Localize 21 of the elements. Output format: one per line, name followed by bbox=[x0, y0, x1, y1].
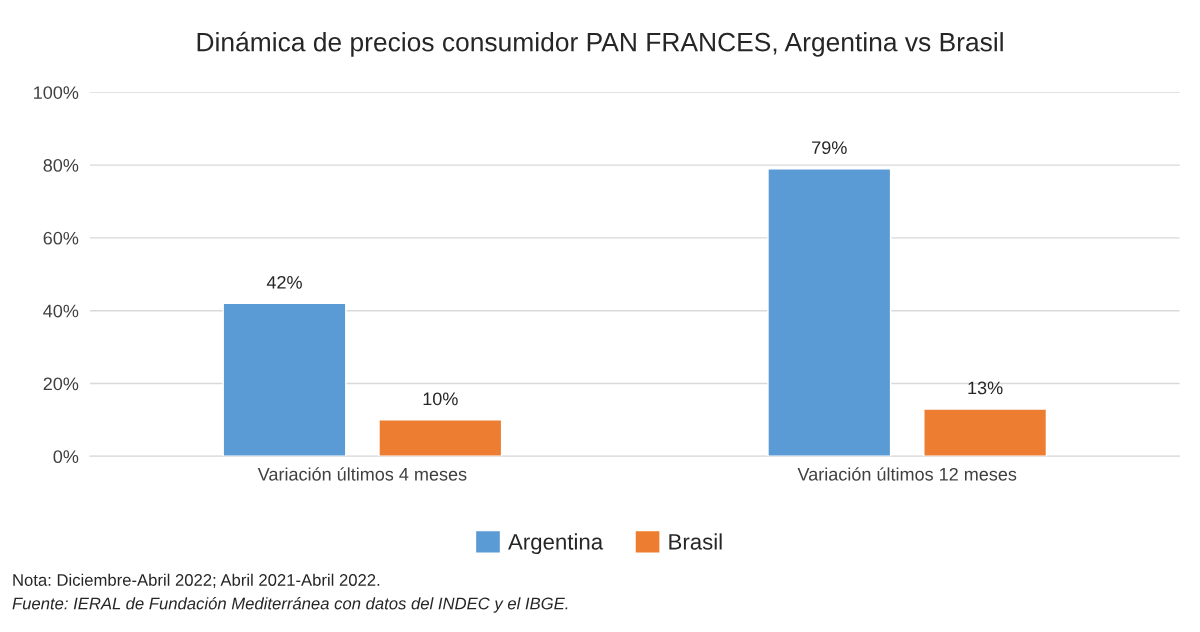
legend-label: Brasil bbox=[669, 533, 722, 550]
source-note: Fuente: IERAL de Fundación Mediterránea con datos del INDEC y el IBGE. bbox=[12, 596, 568, 613]
bar bbox=[923, 408, 1048, 457]
bar bbox=[222, 302, 347, 457]
legend-label: Argentina bbox=[508, 533, 604, 555]
y-tick-label: 60% bbox=[43, 231, 79, 245]
y-tick-label: 20% bbox=[43, 377, 79, 391]
data-label: 13% bbox=[968, 381, 1003, 395]
x-tick-label: Variación últimos 12 meses bbox=[797, 467, 1017, 481]
data-label: 42% bbox=[266, 275, 302, 289]
bar bbox=[767, 168, 892, 457]
y-tick-label: 100% bbox=[34, 86, 79, 99]
data-label: 79% bbox=[812, 141, 847, 155]
bar bbox=[378, 419, 503, 457]
y-tick-label: 40% bbox=[43, 304, 79, 318]
chart-title: Dinámica de precios consumidor PAN FRANCES, Argentina vs Brasil bbox=[197, 31, 1003, 57]
y-tick-label: 80% bbox=[43, 159, 79, 172]
text: Nota: Diciembre-Abril 2022; Abril 2021-Abril 2022. bbox=[13, 573, 380, 588]
y-tick-label: 0% bbox=[53, 450, 79, 464]
data-label: 10% bbox=[423, 392, 458, 406]
x-tick-label: Variación últimos 4 meses bbox=[257, 467, 467, 481]
